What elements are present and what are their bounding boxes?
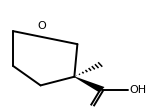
Text: OH: OH [130, 85, 147, 95]
Text: O: O [38, 21, 47, 31]
Polygon shape [74, 76, 104, 93]
